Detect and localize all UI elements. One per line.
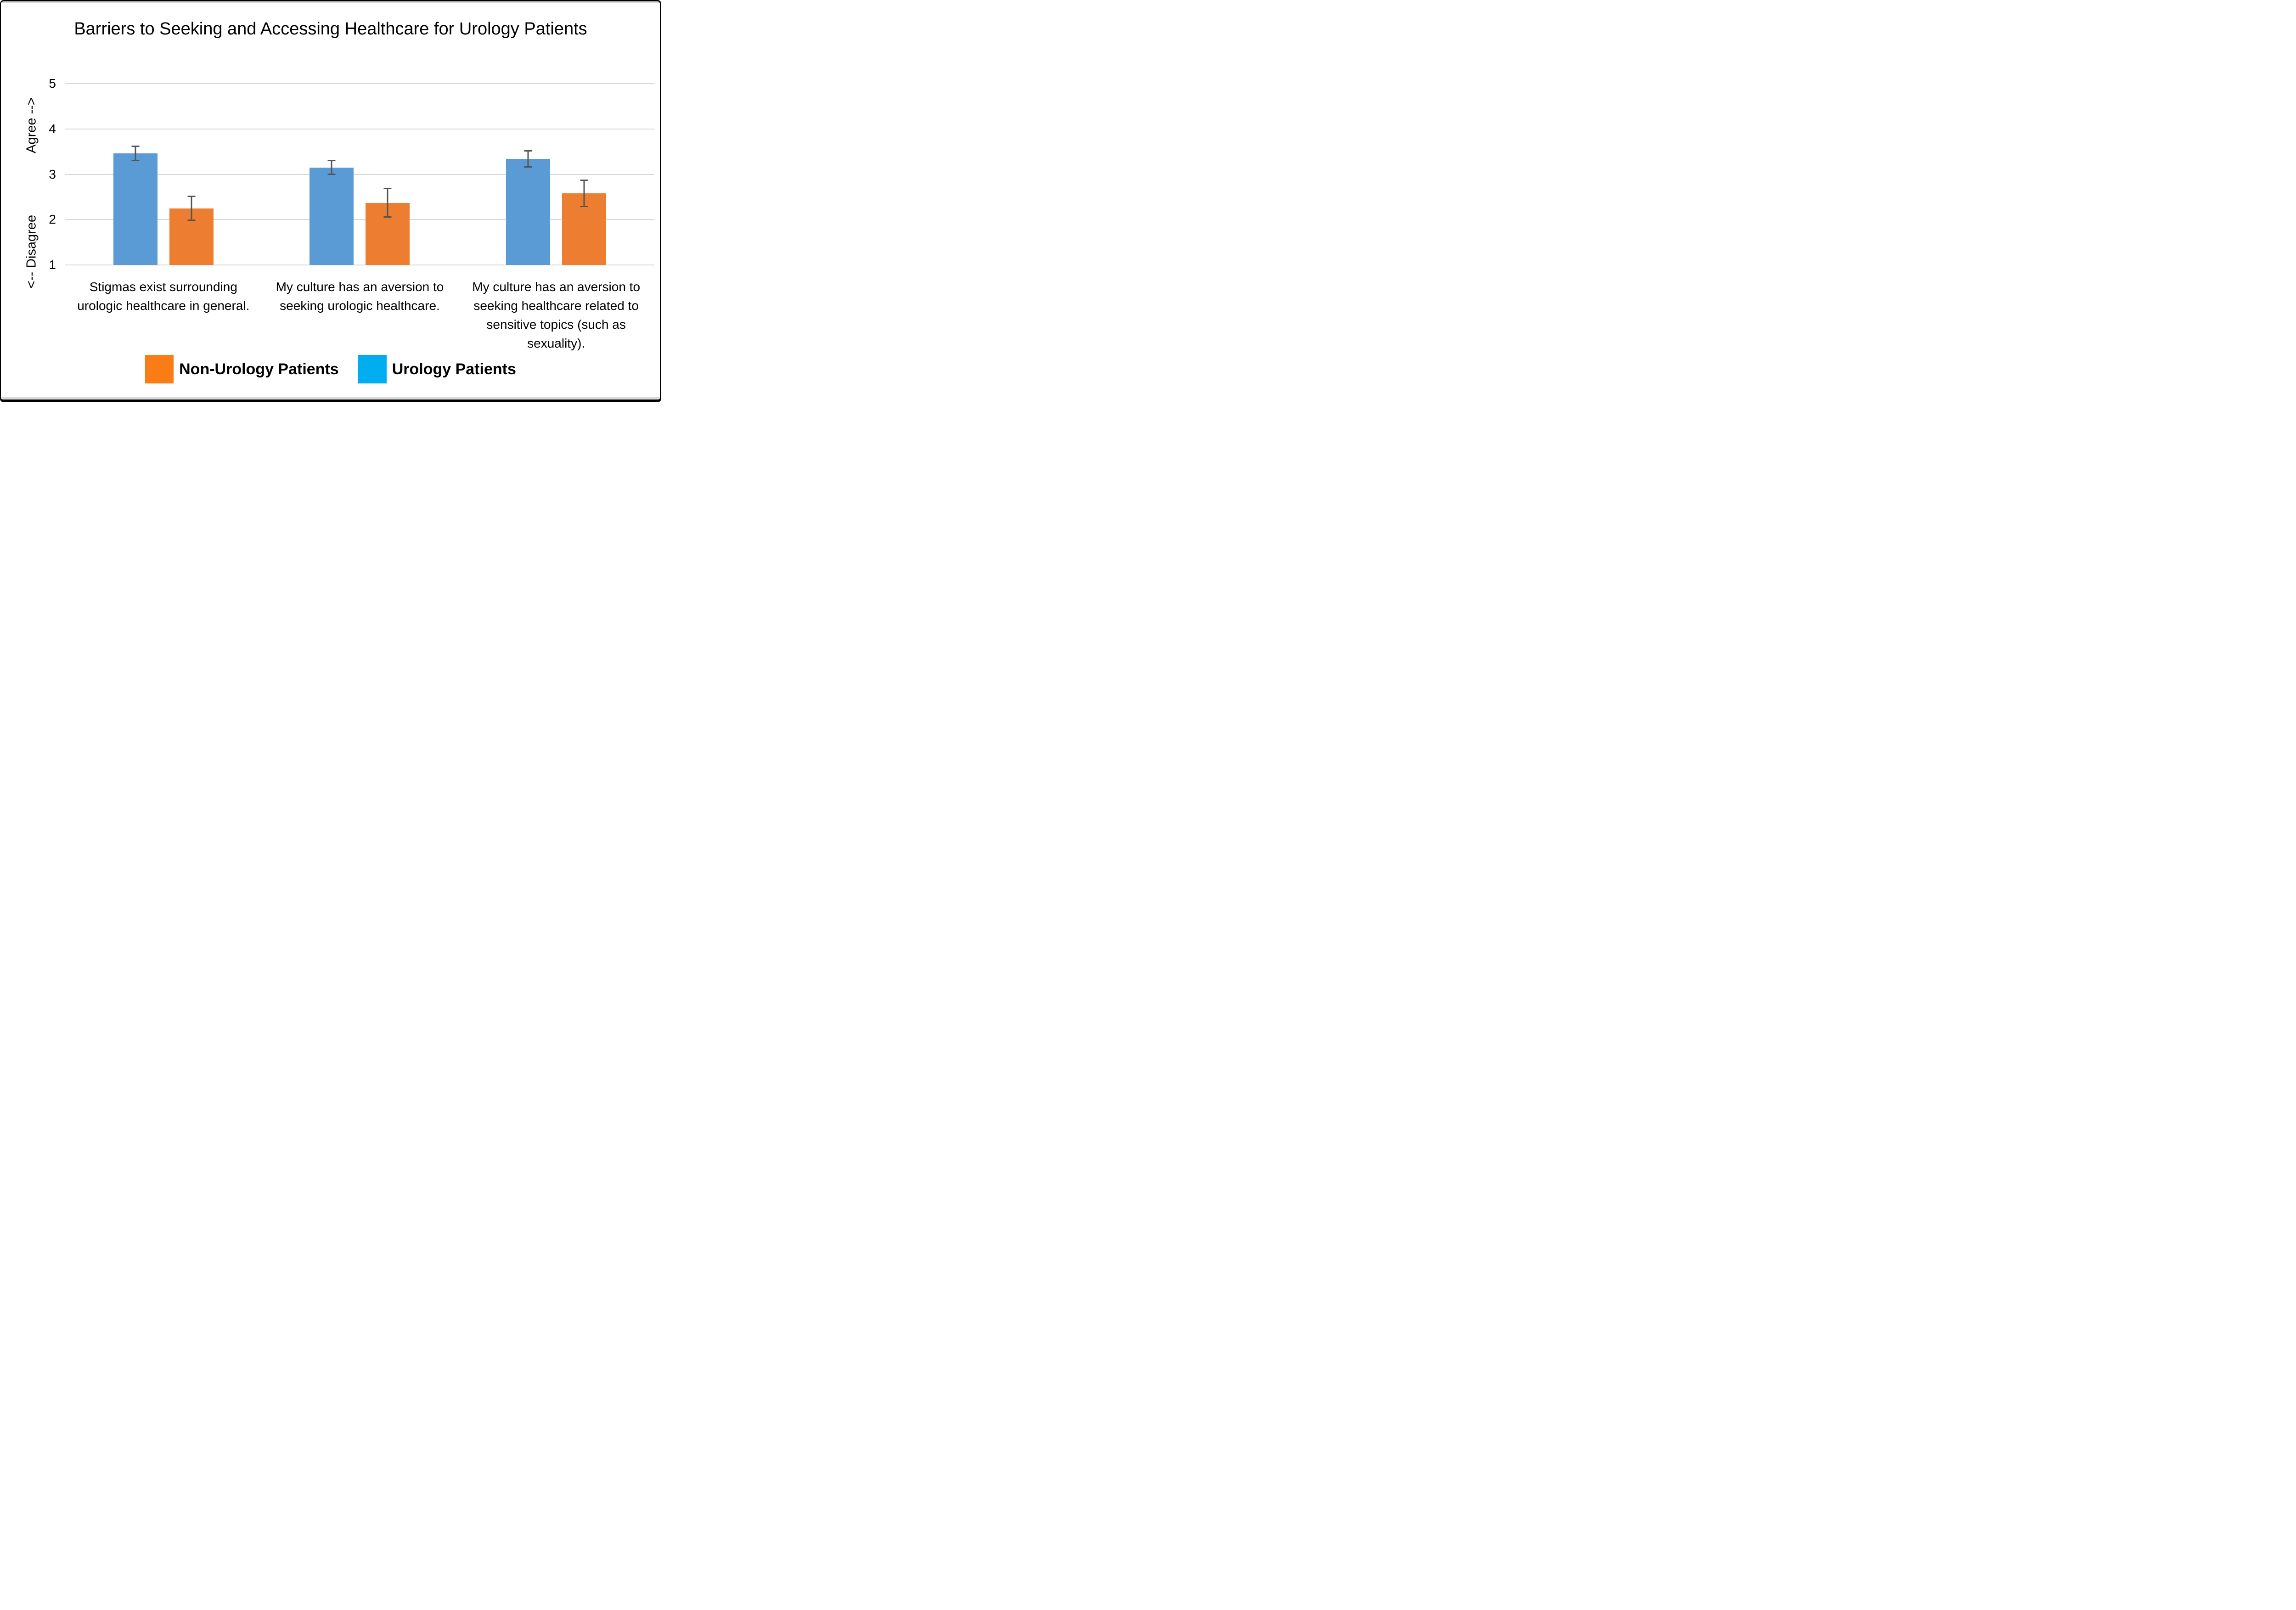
error-bar-whisker <box>387 188 388 218</box>
category-label-text: Stigmas exist surrounding urologic healt… <box>77 280 250 313</box>
legend-label: Non-Urology Patients <box>179 360 339 378</box>
error-bar-cap-bottom <box>187 220 196 221</box>
window-edge-bottom <box>1 397 660 400</box>
error-bar-cap-bottom <box>580 205 588 207</box>
window-edge-top <box>1 1 660 3</box>
bar-urology-patients <box>506 150 551 265</box>
y-tick-label: 4 <box>49 121 56 136</box>
chart-title: Barriers to Seeking and Accessing Health… <box>74 19 587 39</box>
y-tick-label: 3 <box>49 167 56 181</box>
bar-group <box>65 84 262 265</box>
y-tick-label: 5 <box>49 76 56 90</box>
error-bar-cap-top <box>187 195 196 197</box>
bar-non-urology-patients <box>169 195 214 265</box>
bar-non-urology-patients <box>562 180 607 265</box>
error-bar-cap-top <box>327 159 336 161</box>
bar-group <box>262 84 458 265</box>
bar-non-urology-patients <box>366 188 410 265</box>
gridline <box>65 174 654 175</box>
category-label: My culture has an aversion to seeking ur… <box>262 277 458 315</box>
y-tick-label: 2 <box>49 212 56 227</box>
error-bar-whisker <box>527 150 529 168</box>
legend-item: Urology Patients <box>358 355 516 383</box>
error-bar-whisker <box>135 146 136 161</box>
legend-swatch <box>358 355 387 383</box>
legend: Non-Urology Patients Urology Patients <box>0 355 661 383</box>
error-bar-cap-top <box>131 146 140 147</box>
category-label: Stigmas exist surrounding urologic healt… <box>65 277 262 315</box>
error-bar-cap-bottom <box>131 159 140 161</box>
error-bar-cap-bottom <box>327 174 336 175</box>
legend-swatch <box>145 355 174 383</box>
error-bar-whisker <box>331 159 332 175</box>
bar-group <box>458 84 654 265</box>
error-bar-cap-top <box>524 150 532 152</box>
error-bar-cap-bottom <box>524 166 532 168</box>
error-bar-cap-top <box>383 188 392 190</box>
category-label-text: My culture has an aversion to seeking he… <box>472 280 641 350</box>
bar-urology-patients <box>113 146 158 265</box>
legend-label: Urology Patients <box>392 360 516 378</box>
bar-urology-patients <box>310 159 354 265</box>
category-label: My culture has an aversion to seeking he… <box>458 277 654 353</box>
category-label-text: My culture has an aversion to seeking ur… <box>276 280 444 313</box>
chart-window: Barriers to Seeking and Accessing Health… <box>0 0 661 402</box>
error-bar-whisker <box>583 180 585 207</box>
legend-item: Non-Urology Patients <box>145 355 339 383</box>
gridline <box>65 219 654 220</box>
error-bar-cap-bottom <box>383 216 392 218</box>
gridline <box>65 83 654 84</box>
y-tick-label: 1 <box>49 258 56 272</box>
error-bar-cap-top <box>580 180 588 181</box>
error-bar-whisker <box>191 195 192 221</box>
